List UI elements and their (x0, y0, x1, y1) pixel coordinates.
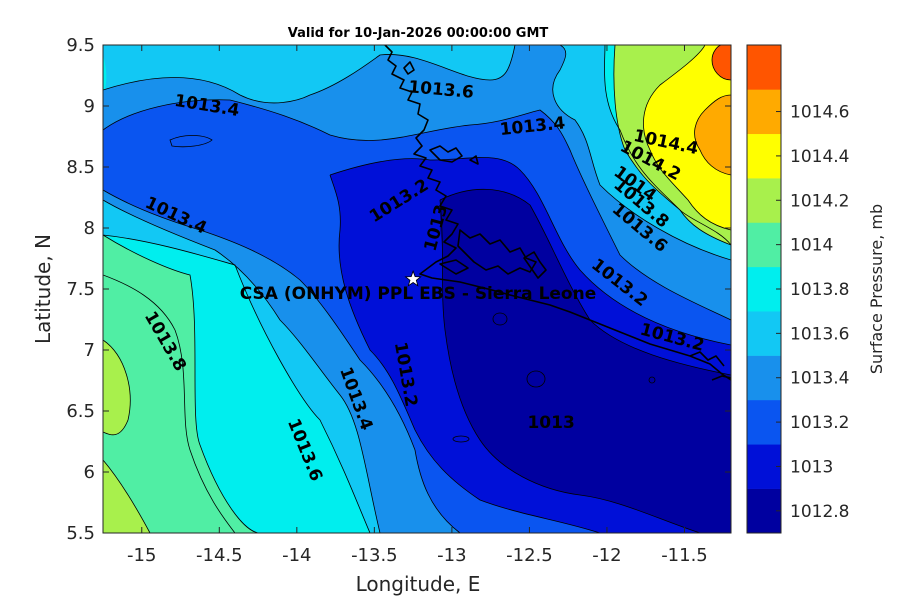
colorbar-tick-label: 1014 (790, 236, 833, 256)
x-tick-label: -13 (437, 545, 466, 566)
x-tick-label: -12 (592, 545, 621, 566)
colorbar-tick-label: 1013.2 (790, 413, 849, 433)
y-tick-label: 7 (84, 340, 95, 361)
band-1014-0-left (103, 340, 131, 435)
coastline (384, 45, 731, 381)
band-1013-8-left (103, 275, 235, 533)
y-tick-label: 9.5 (66, 35, 95, 56)
site-label: CSA (ONHYM) PPL EBS - Sierra Leone (240, 284, 597, 304)
colorbar-swatch (747, 399, 781, 445)
colorbar-tick-label: 1012.8 (790, 502, 849, 522)
x-axis-ticks: -15 -14.5 -14 -13.5 -13 -12.5 -12 -11.5 (127, 45, 708, 566)
contour-lines (103, 45, 731, 533)
colorbar-swatch (747, 178, 781, 223)
y-tick-label: 7.5 (66, 279, 95, 300)
colorbar-swatch (747, 89, 781, 135)
band-1014-2 (643, 45, 731, 230)
y-axis-ticks: 5.5 6 6.5 7 7.5 8 8.5 9 9.5 (66, 35, 731, 544)
colorbar-swatch (747, 45, 781, 90)
y-tick-label: 8.5 (66, 157, 95, 178)
y-tick-label: 5.5 (66, 523, 95, 544)
x-tick-label: -11.5 (661, 545, 708, 566)
colorbar-tick-label: 1013.6 (790, 324, 849, 344)
y-tick-label: 6 (84, 462, 95, 483)
band-1012-6 (440, 189, 731, 533)
x-tick-label: -13.5 (351, 545, 398, 566)
contour-label: 1013 (527, 413, 574, 433)
x-tick-label: -14.5 (196, 545, 243, 566)
band-1014-4 (694, 45, 731, 175)
colorbar-swatch (747, 444, 781, 489)
colorbar-swatch (747, 266, 781, 312)
colorbar-tick-label: 1014.4 (790, 147, 849, 167)
contour-fill-layer (103, 45, 731, 533)
colorbar-swatch (747, 133, 781, 179)
chart-title: Valid for 10-Jan-2026 00:00:00 GMT (288, 26, 549, 41)
colorbar-tick-label: 1013 (790, 457, 833, 477)
colorbar: 1012.8 1013 1013.2 1013.4 1013.6 1013.8 1014 10… (746, 44, 849, 534)
colorbar-swatch (747, 222, 781, 268)
y-tick-label: 9 (84, 96, 95, 117)
colorbar-swatch (747, 355, 781, 401)
colorbar-label: Surface Pressure, mb (867, 204, 886, 374)
y-tick-label: 8 (84, 218, 95, 239)
x-tick-label: -12.5 (506, 545, 553, 566)
colorbar-swatch (747, 311, 781, 356)
x-axis-label: Longitude, E (356, 572, 481, 596)
band-1014-0-corner (103, 460, 150, 533)
x-tick-label: -14 (282, 545, 311, 566)
colorbar-tick-label: 1014.6 (790, 103, 849, 123)
y-axis-label: Latitude, N (31, 234, 55, 344)
y-tick-label: 6.5 (66, 401, 95, 422)
site-marker-group: CSA (ONHYM) PPL EBS - Sierra Leone (240, 270, 597, 304)
colorbar-swatch (747, 488, 781, 534)
band-1014-6 (712, 45, 731, 80)
colorbar-tick-label: 1013.8 (790, 280, 849, 300)
colorbar-tick-label: 1014.2 (790, 191, 849, 211)
colorbar-tick-label: 1013.4 (790, 369, 849, 389)
site-star-icon (404, 270, 422, 287)
x-tick-label: -15 (127, 545, 156, 566)
band-1013-0-blob (170, 135, 212, 147)
